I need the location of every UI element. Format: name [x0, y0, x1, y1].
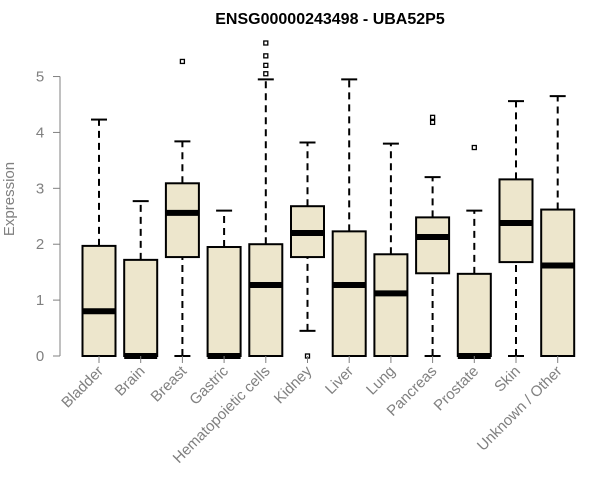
- x-tick-label: Breast: [148, 362, 191, 405]
- box-body: [458, 274, 491, 356]
- box-kidney: [291, 142, 324, 358]
- x-tick-label: Prostate: [431, 363, 483, 415]
- y-tick-label: 0: [36, 348, 44, 365]
- box-body: [249, 244, 282, 356]
- box-prostate: [458, 146, 491, 356]
- box-body: [124, 260, 157, 356]
- outlier-point: [431, 120, 435, 124]
- box-body: [333, 231, 366, 356]
- x-tick-label: Skin: [491, 363, 524, 396]
- box-series: [83, 41, 575, 358]
- x-tick-label: Kidney: [271, 362, 316, 407]
- box-body: [166, 183, 199, 257]
- x-tick-label: Bladder: [58, 363, 107, 412]
- x-tick-label: Lung: [363, 363, 399, 399]
- outlier-point: [264, 41, 268, 45]
- chart-title: ENSG00000243498 - UBA52P5: [215, 11, 445, 28]
- box-skin: [500, 101, 533, 356]
- outlier-point: [264, 63, 268, 67]
- y-tick-label: 1: [36, 292, 44, 309]
- box-body: [374, 254, 407, 356]
- x-tick-label: Liver: [322, 363, 357, 398]
- y-tick-label: 3: [36, 180, 44, 197]
- box-hematopoietic-cells: [249, 41, 282, 356]
- box-gastric: [208, 211, 241, 356]
- outlier-point: [264, 54, 268, 58]
- chart-container: ENSG00000243498 - UBA52P5 Expression 0 1 2…: [0, 0, 600, 500]
- outlier-point: [264, 72, 268, 76]
- x-tick-label: Brain: [112, 363, 149, 400]
- box-body: [541, 210, 574, 356]
- y-tick-label: 4: [36, 124, 44, 141]
- boxplot-chart: ENSG00000243498 - UBA52P5 Expression 0 1 2…: [0, 0, 600, 500]
- box-brain: [124, 201, 157, 356]
- outlier-point: [180, 59, 184, 63]
- box-liver: [333, 79, 366, 356]
- box-lung: [374, 144, 407, 356]
- y-tick-label: 2: [36, 236, 44, 253]
- box-pancreas: [416, 115, 449, 356]
- box-breast: [166, 59, 199, 356]
- y-tick-label: 5: [36, 69, 44, 86]
- box-unknown-other: [541, 96, 574, 356]
- y-axis-title: Expression: [1, 162, 18, 236]
- box-body: [83, 246, 116, 356]
- outlier-point: [472, 146, 476, 150]
- box-bladder: [83, 120, 116, 356]
- box-body: [416, 217, 449, 273]
- outlier-point: [431, 115, 435, 119]
- y-axis: 0 1 2 3 4 5: [36, 69, 60, 365]
- box-body: [208, 247, 241, 356]
